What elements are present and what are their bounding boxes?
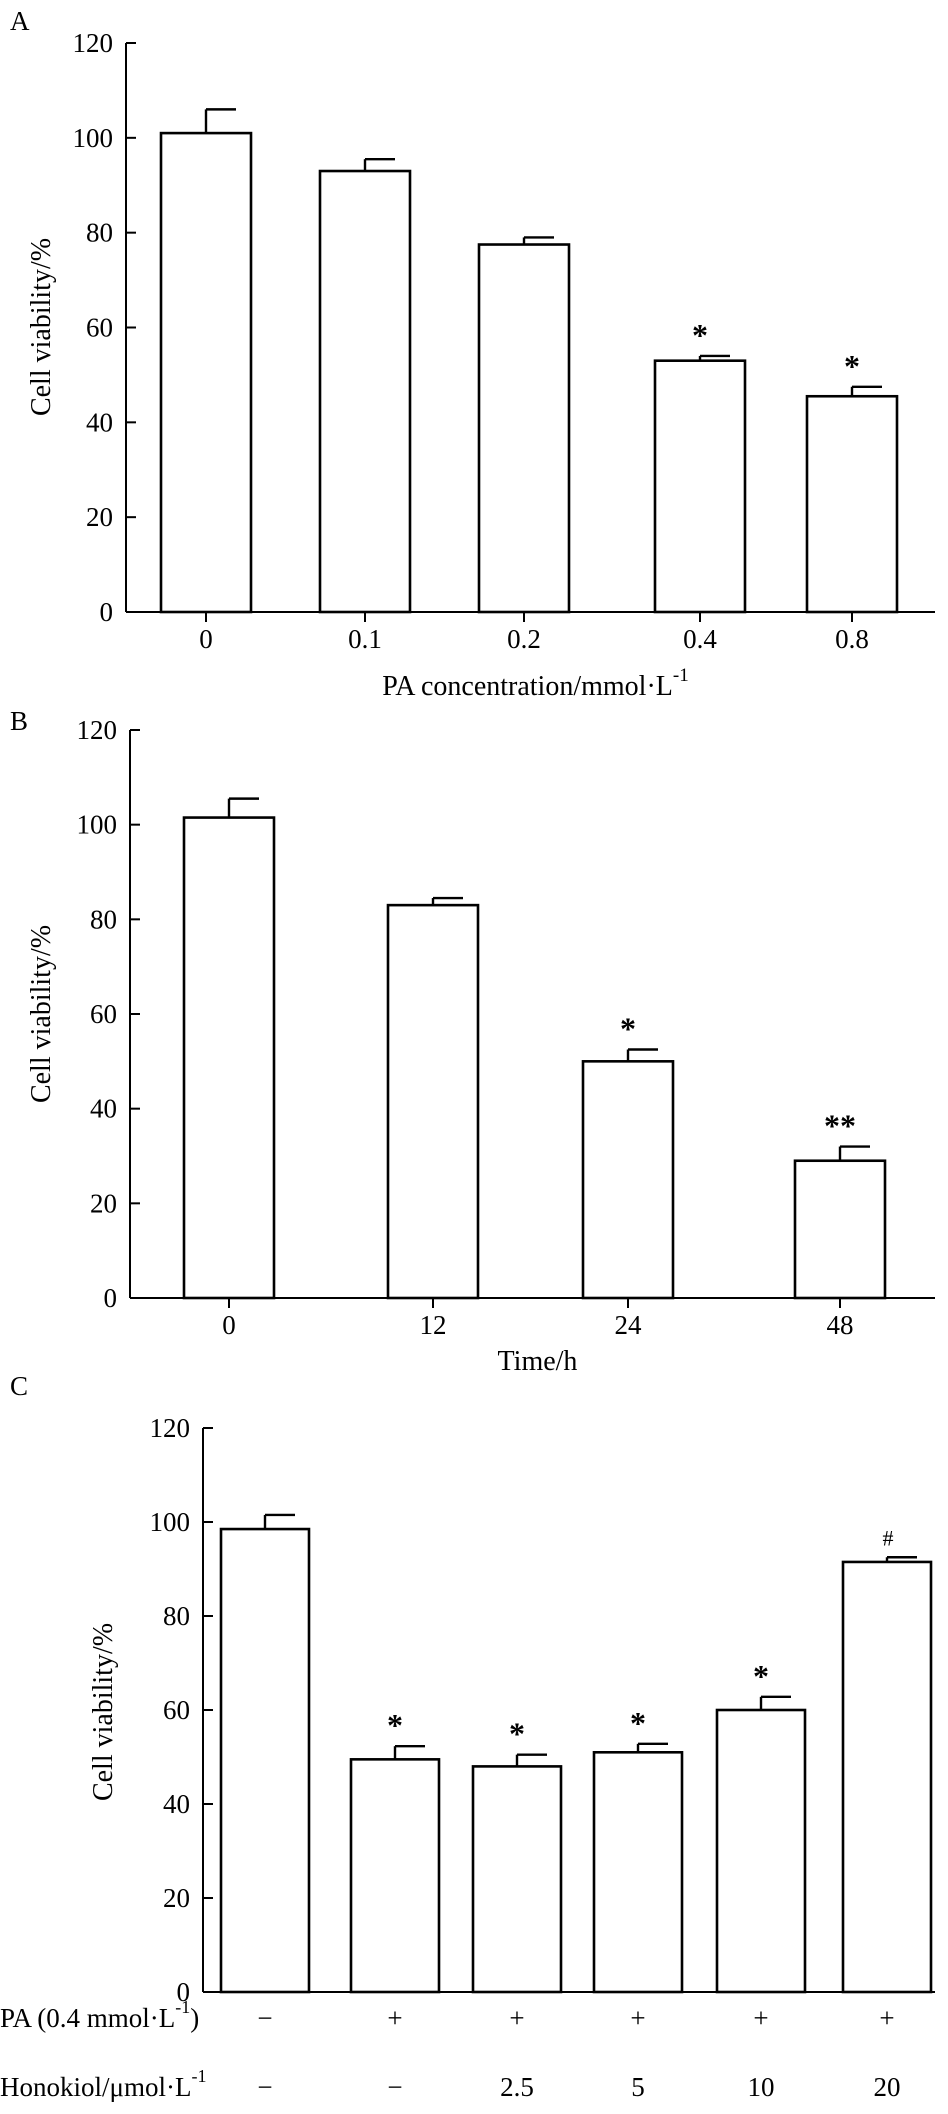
y-tick-label: 40 — [90, 1094, 117, 1124]
bar — [219, 1527, 311, 1994]
y-axis-label: Cell viability/% — [26, 238, 57, 416]
x-tick-label: 12 — [420, 1310, 447, 1340]
bar — [318, 169, 412, 614]
y-tick-label: 40 — [86, 407, 113, 437]
y-tick-label: 40 — [163, 1789, 190, 1819]
y-tick-label: 80 — [86, 218, 113, 248]
y-tick-label: 0 — [104, 1283, 118, 1313]
condition-cell: + — [753, 2003, 768, 2033]
y-tick-label: 120 — [73, 28, 114, 58]
panel-c: C 0 20 40 60 80 100 120 Cell viability/% * * * * # PA… — [0, 1371, 935, 2102]
panel-label-a: A — [10, 6, 30, 36]
row-label: PA (0.4 mmol·L-1) — [0, 1997, 199, 2033]
significance-marker: * — [753, 1658, 769, 1694]
condition-cell: 5 — [631, 2072, 645, 2102]
y-tick-label: 20 — [86, 502, 113, 532]
bar — [182, 816, 276, 1300]
y-tick-label: 120 — [150, 1413, 191, 1443]
panel-label-c: C — [10, 1371, 28, 1401]
bar — [159, 131, 253, 614]
y-tick-label: 80 — [90, 904, 117, 934]
y-tick-label: 0 — [100, 597, 114, 627]
bar — [386, 903, 480, 1300]
significance-marker: * — [509, 1716, 525, 1752]
condition-cell: 2.5 — [500, 2072, 534, 2102]
y-tick-label: 100 — [77, 810, 118, 840]
x-tick-label: 0 — [199, 624, 213, 654]
y-tick-label: 0 — [177, 1977, 191, 2007]
y-tick-label: 100 — [73, 123, 114, 153]
significance-marker: ** — [824, 1108, 856, 1144]
significance-marker: # — [883, 1525, 894, 1550]
significance-marker: * — [692, 317, 708, 353]
condition-cell: 20 — [874, 2072, 901, 2102]
y-tick-label: 80 — [163, 1601, 190, 1631]
bar — [841, 1560, 933, 1994]
panel-a: A 0 20 40 60 80 100 120 Cell viability/% * * 0 0.1 0… — [10, 6, 935, 702]
x-axis-label: Time/h — [498, 1346, 578, 1377]
condition-cell: − — [257, 2072, 272, 2102]
bar — [477, 243, 571, 614]
x-tick-label: 0.1 — [348, 624, 382, 654]
condition-cell: + — [387, 2003, 402, 2033]
y-tick-label: 60 — [90, 999, 117, 1029]
significance-marker: * — [620, 1011, 636, 1047]
x-tick-label: 24 — [615, 1310, 643, 1340]
bar — [653, 359, 747, 614]
significance-marker: * — [630, 1705, 646, 1741]
y-tick-label: 20 — [163, 1883, 190, 1913]
significance-marker: * — [844, 348, 860, 384]
x-axis-label: PA concentration/mmol·L-1 — [382, 665, 688, 702]
y-tick-label: 100 — [150, 1507, 191, 1537]
significance-marker: * — [387, 1707, 403, 1743]
bar — [471, 1765, 563, 1994]
y-tick-label: 60 — [86, 313, 113, 343]
x-tick-label: 48 — [827, 1310, 854, 1340]
condition-cell: + — [509, 2003, 524, 2033]
y-axis-label: Cell viability/% — [88, 1623, 119, 1801]
x-tick-label: 0.4 — [683, 624, 717, 654]
x-tick-label: 0.2 — [507, 624, 541, 654]
bar — [805, 394, 899, 614]
x-tick-label: 0.8 — [835, 624, 869, 654]
bar — [592, 1751, 684, 1994]
x-tick-label: 0 — [222, 1310, 236, 1340]
condition-cell: + — [879, 2003, 894, 2033]
y-tick-label: 20 — [90, 1188, 117, 1218]
condition-cell: 10 — [748, 2072, 775, 2102]
condition-cell: + — [630, 2003, 645, 2033]
bar — [793, 1159, 887, 1300]
y-axis-label: Cell viability/% — [26, 925, 57, 1103]
panel-label-b: B — [10, 706, 28, 736]
y-tick-label: 120 — [77, 715, 118, 745]
bar — [349, 1758, 441, 1994]
bar — [581, 1060, 675, 1300]
y-tick-label: 60 — [163, 1695, 190, 1725]
row-label: Honokiol/μmol·L-1 — [0, 2066, 206, 2102]
condition-cell: − — [387, 2072, 402, 2102]
bar — [715, 1708, 807, 1994]
condition-cell: − — [257, 2003, 272, 2033]
